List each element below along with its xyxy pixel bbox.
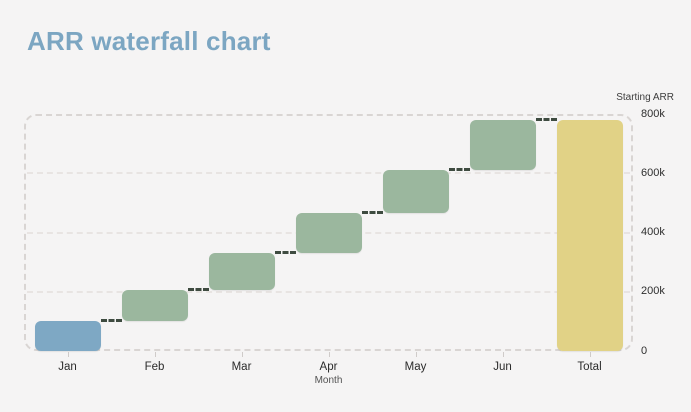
y-tick-label: 0 xyxy=(641,344,648,357)
x-tick-mark xyxy=(67,352,69,357)
plot-area xyxy=(24,114,633,351)
y-tick-label: 200k xyxy=(641,285,665,298)
page-title: ARR waterfall chart xyxy=(27,26,271,56)
x-tick-label-may: May xyxy=(404,361,427,373)
x-axis-title: Month xyxy=(314,375,343,386)
gridline-200k xyxy=(27,290,630,293)
x-tick-mark xyxy=(328,352,330,357)
x-tick-mark xyxy=(154,352,156,357)
x-tick-label-jan: Jan xyxy=(58,361,77,373)
x-tick-mark xyxy=(241,352,243,357)
x-tick-label-feb: Feb xyxy=(144,361,165,373)
bar-jan[interactable] xyxy=(34,321,101,351)
x-tick-label-mar: Mar xyxy=(231,361,252,373)
y-axis-title: Starting ARR xyxy=(616,92,674,103)
connector-line xyxy=(361,211,383,215)
connector-line xyxy=(535,117,557,121)
bar-jun[interactable] xyxy=(469,119,536,171)
x-tick-label-jun: Jun xyxy=(493,361,512,373)
connector-line xyxy=(100,319,122,323)
bar-may[interactable] xyxy=(382,170,449,214)
y-tick-label: 800k xyxy=(641,107,665,120)
y-tick-label: 400k xyxy=(641,226,665,238)
x-tick-mark xyxy=(589,352,591,357)
x-tick-mark xyxy=(415,352,417,357)
bar-feb[interactable] xyxy=(121,290,188,322)
x-tick-label-total: Total xyxy=(577,361,602,373)
bar-mar[interactable] xyxy=(208,253,275,291)
x-tick-mark xyxy=(502,352,504,357)
x-tick-label-apr: Apr xyxy=(319,361,338,373)
bar-total[interactable] xyxy=(556,119,623,351)
connector-line xyxy=(448,168,470,172)
bar-apr[interactable] xyxy=(295,213,362,254)
y-tick-label: 600k xyxy=(641,166,665,179)
connector-line xyxy=(187,288,209,292)
gridline-600k xyxy=(27,172,630,175)
connector-line xyxy=(274,251,296,255)
